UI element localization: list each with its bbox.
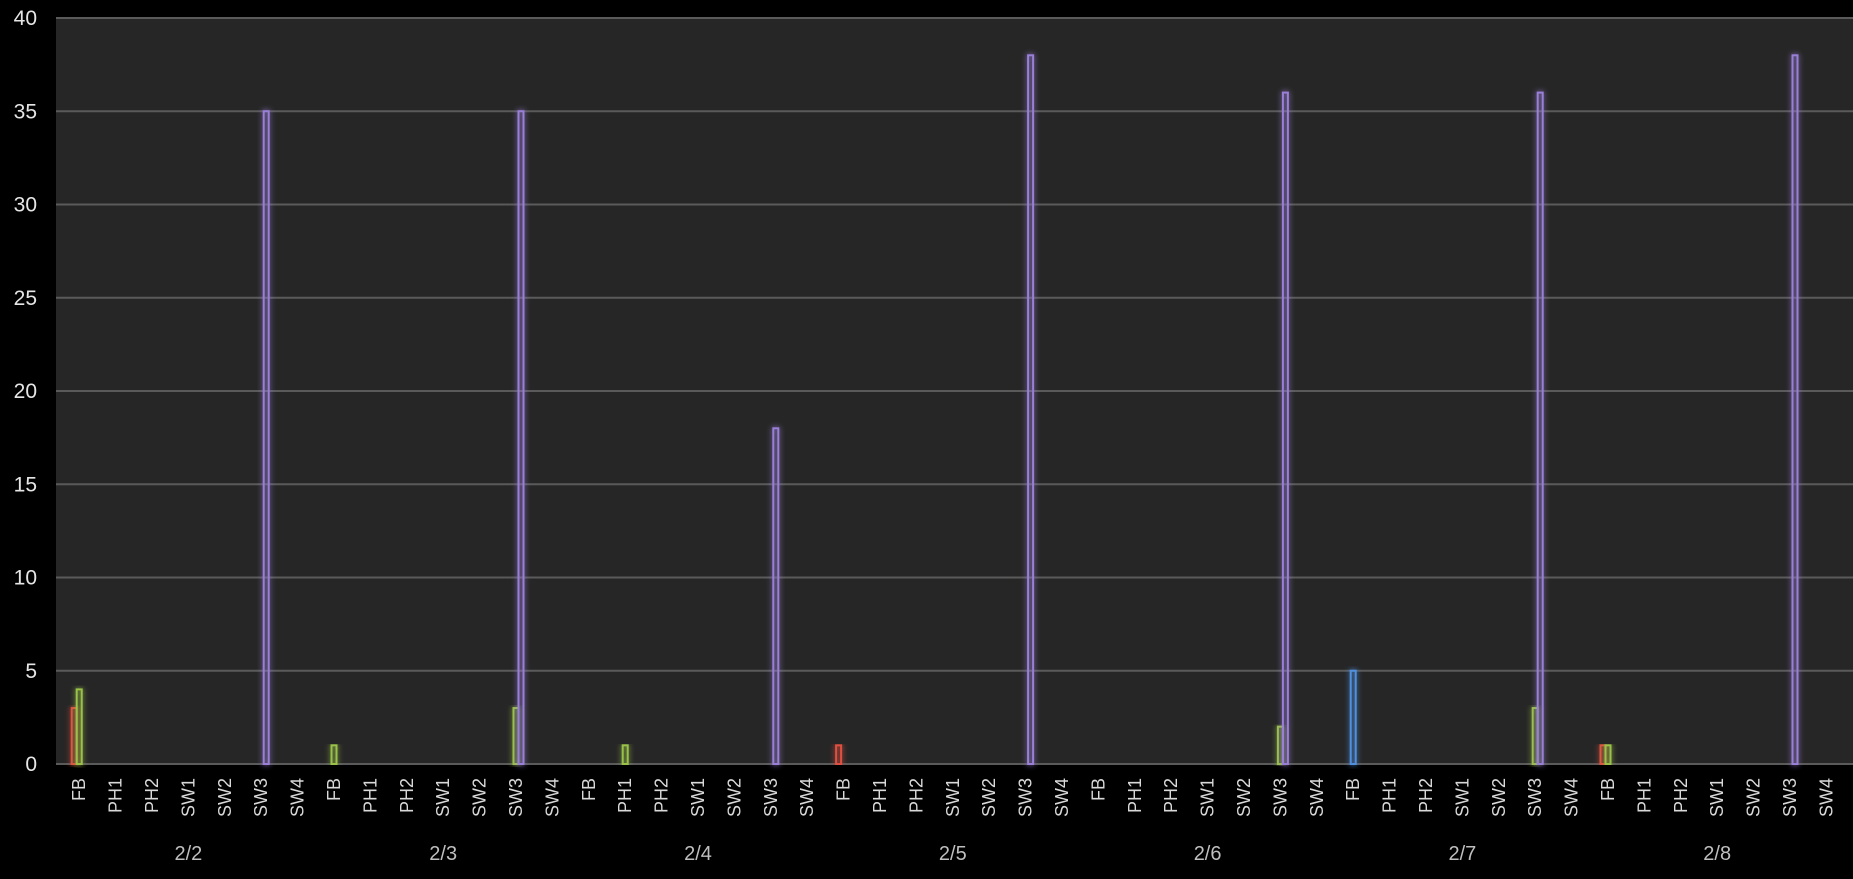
x-tick-label: SW3 <box>761 778 781 817</box>
x-tick-label: SW4 <box>542 778 562 817</box>
x-tick-label: PH2 <box>1671 778 1691 813</box>
x-tick-label: SW2 <box>1744 778 1764 817</box>
y-tick-label: 5 <box>25 660 37 683</box>
x-tick-label: SW1 <box>1452 778 1472 817</box>
x-tick-label: SW1 <box>433 778 453 817</box>
x-tick-label: PH1 <box>615 778 635 813</box>
x-tick-label: SW4 <box>288 778 308 817</box>
x-tick-label: FB <box>834 778 854 801</box>
x-tick-label: FB <box>1343 778 1363 801</box>
x-tick-label: SW4 <box>1307 778 1327 817</box>
y-tick-label: 35 <box>14 100 37 123</box>
x-tick-label: SW2 <box>1234 778 1254 817</box>
x-tick-label: FB <box>579 778 599 801</box>
x-tick-label: SW4 <box>797 778 817 817</box>
x-tick-label: SW2 <box>1489 778 1509 817</box>
x-tick-label: SW2 <box>215 778 235 817</box>
x-tick-label: SW3 <box>506 778 526 817</box>
x-tick-label: SW1 <box>178 778 198 817</box>
x-tick-label: SW4 <box>1816 778 1836 817</box>
group-label: 2/2 <box>174 843 202 865</box>
x-tick-label: SW3 <box>251 778 271 817</box>
x-tick-label: PH1 <box>360 778 380 813</box>
x-tick-label: SW2 <box>470 778 490 817</box>
x-tick-label: SW1 <box>1198 778 1218 817</box>
x-tick-label: SW3 <box>1270 778 1290 817</box>
x-tick-label: PH1 <box>106 778 126 813</box>
y-tick-label: 0 <box>25 753 37 776</box>
y-tick-label: 15 <box>14 473 37 496</box>
y-tick-label: 20 <box>14 380 37 403</box>
x-tick-label: PH2 <box>652 778 672 813</box>
group-label: 2/4 <box>684 843 712 865</box>
x-tick-label: PH1 <box>1125 778 1145 813</box>
group-label: 2/3 <box>429 843 457 865</box>
group-label: 2/8 <box>1703 843 1731 865</box>
x-tick-label: PH2 <box>1416 778 1436 813</box>
group-label: 2/7 <box>1448 843 1476 865</box>
x-tick-label: FB <box>324 778 344 801</box>
group-label: 2/5 <box>939 843 967 865</box>
x-tick-label: SW2 <box>979 778 999 817</box>
x-tick-label: SW3 <box>1780 778 1800 817</box>
y-tick-label: 30 <box>14 194 37 217</box>
x-tick-label: FB <box>1088 778 1108 801</box>
x-tick-label: SW3 <box>1016 778 1036 817</box>
y-tick-label: 40 <box>14 7 37 30</box>
x-tick-label: PH1 <box>870 778 890 813</box>
x-tick-label: SW2 <box>724 778 744 817</box>
group-label: 2/6 <box>1194 843 1222 865</box>
x-tick-label: FB <box>69 778 89 801</box>
x-tick-label: PH2 <box>397 778 417 813</box>
y-tick-label: 10 <box>14 567 37 590</box>
x-tick-label: SW1 <box>943 778 963 817</box>
x-tick-label: PH1 <box>1380 778 1400 813</box>
x-tick-label: PH2 <box>142 778 162 813</box>
x-tick-label: PH1 <box>1634 778 1654 813</box>
x-tick-label: SW3 <box>1525 778 1545 817</box>
x-tick-label: SW1 <box>688 778 708 817</box>
x-tick-label: SW1 <box>1707 778 1727 817</box>
x-tick-label: SW4 <box>1052 778 1072 817</box>
x-tick-label: PH2 <box>1161 778 1181 813</box>
x-tick-label: FB <box>1598 778 1618 801</box>
x-tick-label: PH2 <box>906 778 926 813</box>
x-tick-label: SW4 <box>1562 778 1582 817</box>
x-axis: FB PH1 PH2 SW1 SW2 SW3 SW4 2/2 FB PH1 PH2 SW1 SW2 SW3… <box>69 778 1836 865</box>
y-tick-label: 25 <box>14 287 37 310</box>
y-axis: 0 5 10 15 20 25 30 35 40 <box>14 7 37 776</box>
